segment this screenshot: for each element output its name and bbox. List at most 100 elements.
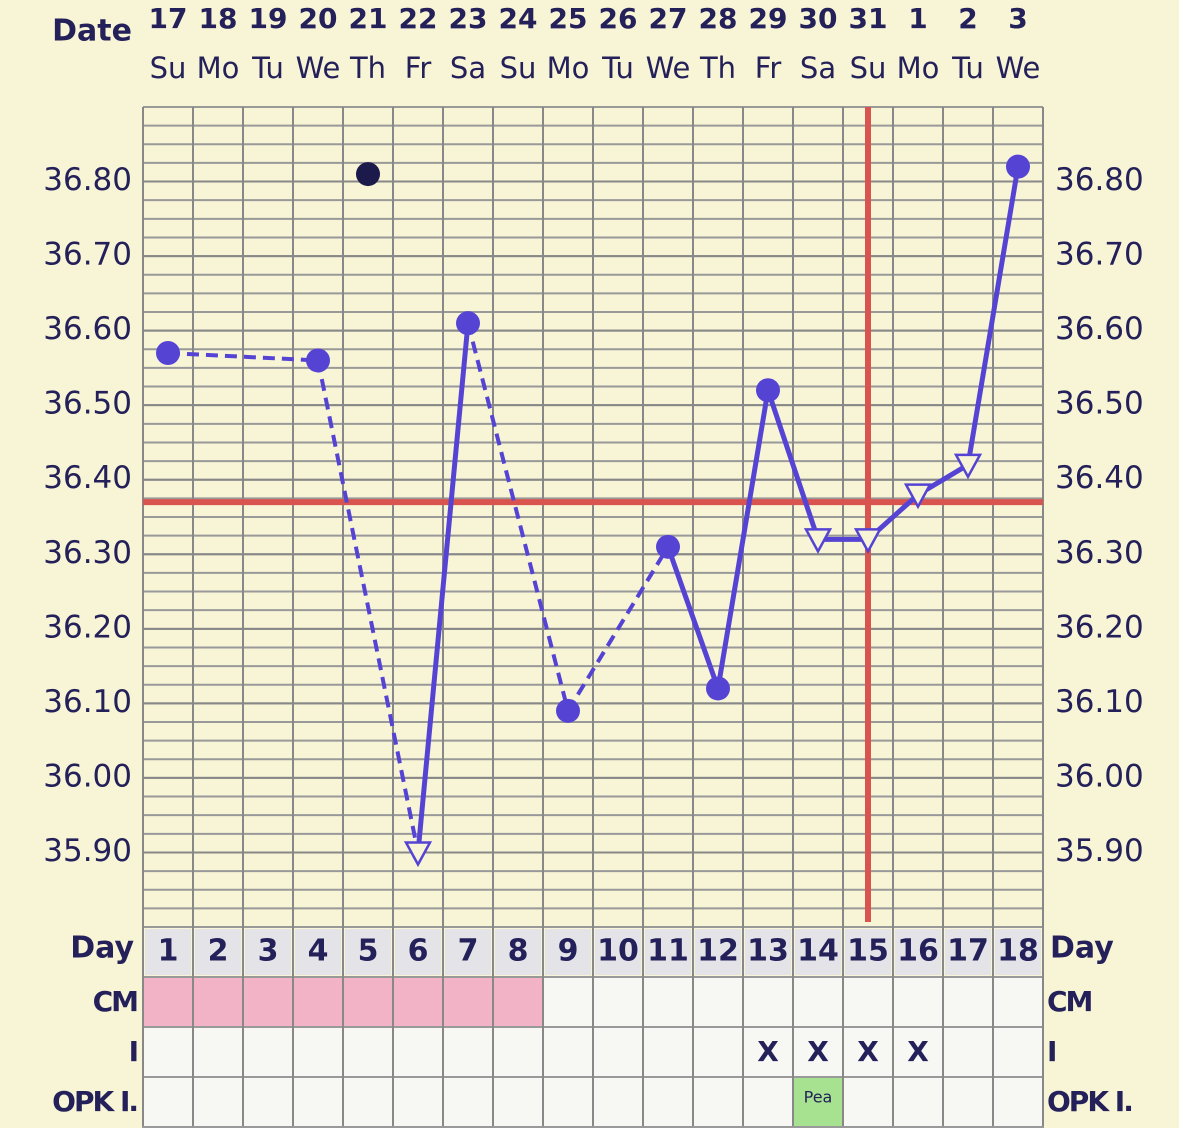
day-number: 10	[597, 934, 639, 969]
date-label: 28	[699, 2, 738, 35]
row-cell	[542, 1076, 594, 1128]
day-number: 14	[797, 934, 839, 969]
weekday-label: Mo	[547, 51, 590, 85]
row-label: Day	[1050, 931, 1114, 966]
row-cell	[742, 976, 794, 1028]
row-cell	[992, 976, 1044, 1028]
row-cell	[142, 976, 194, 1028]
row-cell	[142, 1026, 194, 1078]
date-label: 2	[958, 2, 977, 35]
day-number: 7	[458, 934, 479, 969]
date-label: 27	[649, 2, 688, 35]
row-cell	[642, 1026, 694, 1078]
date-label: 20	[299, 2, 338, 35]
line-segment	[566, 545, 670, 712]
day-number: 2	[208, 934, 229, 969]
row-cell	[942, 976, 994, 1028]
line-segment	[665, 545, 721, 690]
line-segment	[466, 322, 570, 712]
day-cell	[945, 929, 991, 975]
weekday-label: We	[646, 51, 691, 85]
date-label: 29	[749, 2, 788, 35]
point	[556, 698, 580, 723]
day-number: 5	[358, 934, 379, 969]
day-cell	[645, 929, 691, 975]
day-cell	[545, 929, 591, 975]
row-label: CM	[93, 985, 138, 1018]
point	[1006, 154, 1030, 179]
day-cell	[395, 929, 441, 975]
day-cell	[845, 929, 891, 975]
date-label: 18	[199, 2, 238, 35]
row-cell	[742, 1076, 794, 1128]
y2-tick-label: 36.10	[1055, 684, 1144, 720]
y2-tick-label: 36.30	[1055, 535, 1144, 571]
row-cell	[442, 976, 494, 1028]
date-label: 3	[1008, 2, 1027, 35]
point	[706, 676, 730, 701]
y-tick-label: 36.50	[43, 386, 132, 422]
y-tick-label: 36.20	[43, 609, 132, 645]
row-cell	[742, 1026, 794, 1078]
triangle-marker	[403, 841, 433, 868]
row-cell	[892, 976, 944, 1028]
day-cell	[595, 929, 641, 975]
y2-tick-label: 35.90	[1055, 833, 1144, 869]
weekday-label: Th	[699, 51, 736, 85]
date-label: 25	[549, 2, 588, 35]
y-tick-label: 36.40	[43, 460, 132, 496]
row-cell	[342, 976, 394, 1028]
y-tick-label: 36.70	[43, 237, 132, 273]
row-label: I	[129, 1035, 137, 1068]
point	[156, 341, 180, 365]
day-number: 15	[847, 934, 889, 969]
row-cell	[492, 976, 544, 1028]
triangle-marker	[853, 528, 883, 554]
row-cell	[192, 976, 244, 1028]
row-cell	[492, 1076, 544, 1128]
weekday-label: Sa	[450, 51, 486, 85]
point	[456, 311, 480, 336]
date-label: 17	[149, 2, 188, 35]
triangle-marker	[953, 453, 983, 480]
row-cell	[542, 976, 594, 1028]
row-cell	[542, 1026, 594, 1078]
row-cell	[842, 976, 894, 1028]
row-cell	[692, 1076, 744, 1128]
y2-tick-label: 36.70	[1055, 237, 1144, 273]
cell-text: X	[857, 1035, 879, 1068]
point	[656, 534, 680, 559]
day-number: 1	[158, 934, 179, 969]
row-label: OPK I.	[52, 1085, 137, 1118]
row-cell	[392, 976, 444, 1028]
day-cell	[895, 929, 941, 975]
row-label: CM	[1047, 985, 1092, 1018]
day-number: 4	[308, 934, 329, 969]
y2-tick-label: 36.40	[1055, 460, 1144, 496]
y-tick-label: 36.80	[43, 162, 132, 198]
date-label: 26	[599, 2, 638, 35]
day-number: 12	[697, 934, 739, 969]
row-cell	[442, 1076, 494, 1128]
row-label: OPK I.	[1047, 1085, 1132, 1118]
row-cell	[342, 1026, 394, 1078]
row-cell	[642, 976, 694, 1028]
weekday-label: Su	[150, 51, 187, 85]
day-cell	[695, 929, 741, 975]
row-cell	[192, 1076, 244, 1128]
day-number: 9	[558, 934, 579, 969]
date-label: 1	[908, 2, 927, 35]
weekday-label: Mo	[897, 51, 940, 85]
row-cell	[392, 1076, 444, 1128]
cell-text: X	[807, 1035, 829, 1068]
triangle-marker	[803, 528, 833, 554]
weekday-label: Tu	[951, 51, 984, 85]
y2-tick-label: 36.00	[1055, 758, 1144, 794]
row-cell	[592, 1026, 644, 1078]
date-label: 24	[499, 2, 538, 35]
weekday-label: Tu	[251, 51, 284, 85]
day-number: 17	[947, 934, 989, 969]
y-tick-label: 36.00	[43, 758, 132, 794]
date-label: 21	[349, 2, 388, 35]
